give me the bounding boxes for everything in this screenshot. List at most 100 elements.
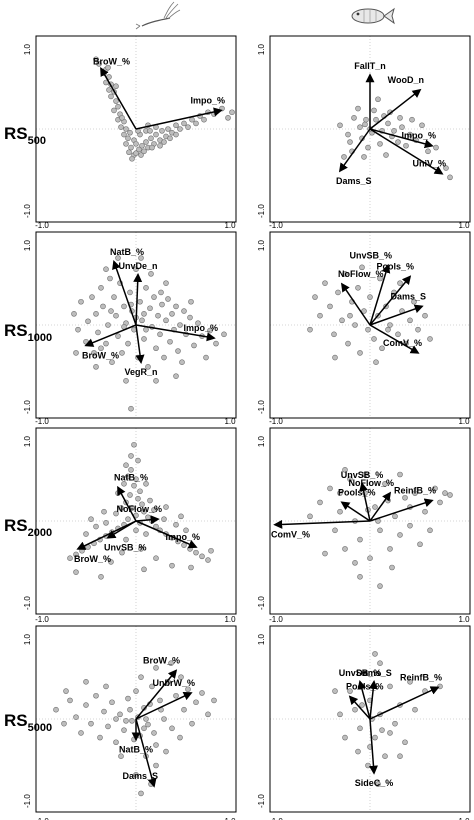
data-point (337, 711, 343, 718)
data-point (332, 688, 338, 694)
data-point (143, 139, 149, 145)
data-point (129, 718, 135, 724)
loading-arrow (76, 520, 137, 550)
data-point (177, 322, 183, 328)
loading-arrow (369, 304, 424, 326)
data-point (402, 494, 408, 501)
data-point (138, 546, 144, 552)
arrow-label: NatB_% (119, 744, 153, 754)
data-point (425, 148, 431, 155)
data-point (145, 364, 151, 370)
data-point (139, 142, 145, 149)
data-point (119, 350, 125, 356)
data-point (78, 730, 84, 736)
data-point (179, 359, 185, 366)
data-point (163, 504, 169, 510)
data-point (131, 482, 137, 489)
data-point (169, 725, 175, 732)
data-point (327, 485, 333, 492)
arrow-label: UnvSB_% (104, 543, 147, 553)
loading-arrow (135, 520, 198, 549)
data-point (397, 753, 403, 760)
data-point (395, 331, 401, 338)
data-point (355, 748, 361, 755)
data-point (167, 135, 173, 142)
data-point (127, 129, 133, 136)
data-point (137, 488, 143, 495)
data-point (127, 706, 133, 713)
data-point (125, 695, 131, 702)
data-point (141, 566, 147, 573)
data-point (115, 103, 121, 110)
data-point (411, 298, 417, 305)
data-point (199, 553, 205, 560)
data-point (113, 510, 119, 517)
arrow-label: UnvSB_% (341, 470, 384, 480)
data-point (111, 107, 117, 114)
loading-arrow (368, 718, 378, 775)
arrow-label: Pools_% (338, 487, 376, 497)
data-point (95, 329, 101, 336)
data-point (103, 340, 109, 347)
data-point (148, 135, 154, 142)
data-point (123, 462, 129, 469)
data-point (229, 109, 235, 116)
data-point (121, 303, 127, 310)
data-point (153, 762, 159, 769)
data-point (97, 734, 103, 741)
data-point (161, 139, 167, 145)
data-point (339, 317, 345, 324)
data-point (149, 144, 155, 151)
data-point (337, 122, 343, 129)
data-point (332, 527, 338, 534)
data-point (88, 720, 94, 727)
arrow-label: NoFlow_% (338, 269, 384, 279)
data-point (63, 688, 69, 694)
data-point (128, 453, 134, 459)
data-point (123, 377, 129, 384)
y-tick-label: -1.0 (257, 794, 266, 808)
data-point (71, 311, 77, 317)
data-point (133, 141, 139, 147)
data-point (135, 457, 141, 464)
data-point (397, 532, 403, 538)
loading-arrow (117, 485, 137, 522)
arrow-label: ComV_% (271, 530, 310, 540)
data-point (385, 120, 391, 127)
x-tick-label: -1.0 (35, 417, 49, 426)
arrow-label: Impo_% (190, 95, 225, 105)
loading-arrow (369, 128, 434, 149)
data-point (407, 131, 413, 138)
panel-frame (269, 231, 471, 419)
data-point (113, 716, 119, 722)
data-point (175, 348, 181, 354)
y-tick-label: -1.0 (23, 204, 32, 218)
data-point (205, 711, 211, 718)
data-point (193, 549, 199, 556)
loading-arrow (369, 263, 391, 326)
arrow-label: UnvSB_% (339, 668, 382, 678)
data-point (103, 266, 109, 273)
loading-arrow (338, 128, 371, 173)
arrow-label: Pools_% (346, 682, 384, 692)
data-point (133, 150, 139, 156)
scatter-panel-8: UnvSB_%Dams_SPools_%ReinfB_%SideC_%1.0-1… (257, 615, 471, 813)
data-point (123, 141, 129, 147)
x-tick-label: -1.0 (35, 221, 49, 230)
data-point (365, 326, 371, 333)
data-point (141, 311, 147, 317)
data-point (98, 284, 104, 291)
data-point (357, 350, 363, 356)
data-point (312, 294, 318, 300)
data-point (387, 322, 393, 328)
data-point (145, 721, 151, 728)
data-point (361, 154, 367, 160)
data-point (351, 115, 357, 121)
arrow-label: Pools_% (376, 262, 414, 272)
data-point (67, 697, 73, 704)
data-point (178, 674, 184, 680)
data-point (352, 706, 358, 713)
data-point (105, 723, 111, 730)
data-point (415, 326, 421, 333)
x-tick-label: 1.0 (224, 817, 236, 820)
